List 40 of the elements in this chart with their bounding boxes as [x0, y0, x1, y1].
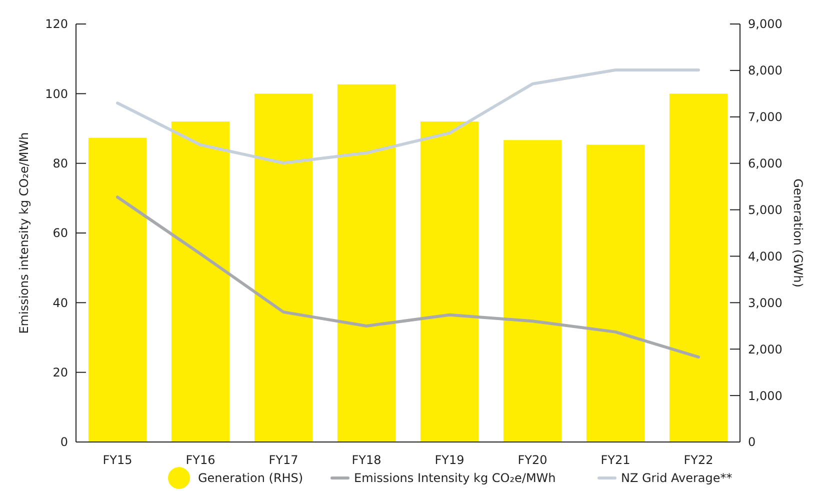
x-tick-label: FY19 — [434, 453, 464, 468]
y2-tick-label: 1,000 — [748, 388, 782, 403]
y2-tick-label: 3,000 — [748, 296, 782, 310]
y2-tick-label: 0 — [748, 435, 756, 450]
y-tick-label: 60 — [52, 226, 68, 240]
bar — [669, 94, 728, 442]
y2-axis-title: Generation (GWh) — [791, 178, 805, 288]
y-tick-label: 0 — [60, 435, 68, 450]
bar — [420, 122, 479, 442]
bar — [337, 84, 396, 442]
y-tick-label: 40 — [52, 296, 68, 310]
y-tick-label: 80 — [52, 156, 68, 171]
line-series — [116, 68, 700, 164]
bar — [171, 122, 230, 442]
y-tick-label: 120 — [45, 17, 68, 32]
x-tick-label: FY20 — [518, 453, 548, 468]
y2-tick-label: 8,000 — [748, 64, 782, 78]
y2-tick-label: 7,000 — [748, 110, 782, 124]
y-tick-label: 20 — [52, 366, 68, 380]
x-tick-label: FY18 — [352, 453, 382, 468]
bar — [586, 144, 645, 442]
legend-label: NZ Grid Average** — [621, 471, 732, 486]
bar — [88, 138, 147, 442]
x-tick-label: FY17 — [268, 453, 298, 468]
bar — [503, 140, 562, 442]
x-tick-label: FY16 — [186, 453, 216, 468]
y2-tick-label: 9,000 — [748, 17, 782, 32]
x-tick-label: FY21 — [600, 453, 630, 468]
y-axis-title: Emissions intensity kg CO₂e/MWh — [17, 132, 31, 334]
y2-tick-label: 5,000 — [748, 202, 782, 217]
y2-tick-label: 2,000 — [748, 342, 782, 356]
bar — [254, 94, 313, 442]
y-tick-label: 100 — [45, 86, 68, 101]
x-tick-label: FY22 — [684, 453, 714, 468]
legend-label: Emissions Intensity kg CO₂e/MWh — [354, 471, 556, 486]
line-series — [116, 196, 700, 359]
y2-tick-label: 4,000 — [748, 249, 782, 264]
x-tick-label: FY15 — [102, 453, 132, 468]
y2-tick-label: 6,000 — [748, 156, 782, 171]
legend-label: Generation (RHS) — [198, 471, 304, 486]
